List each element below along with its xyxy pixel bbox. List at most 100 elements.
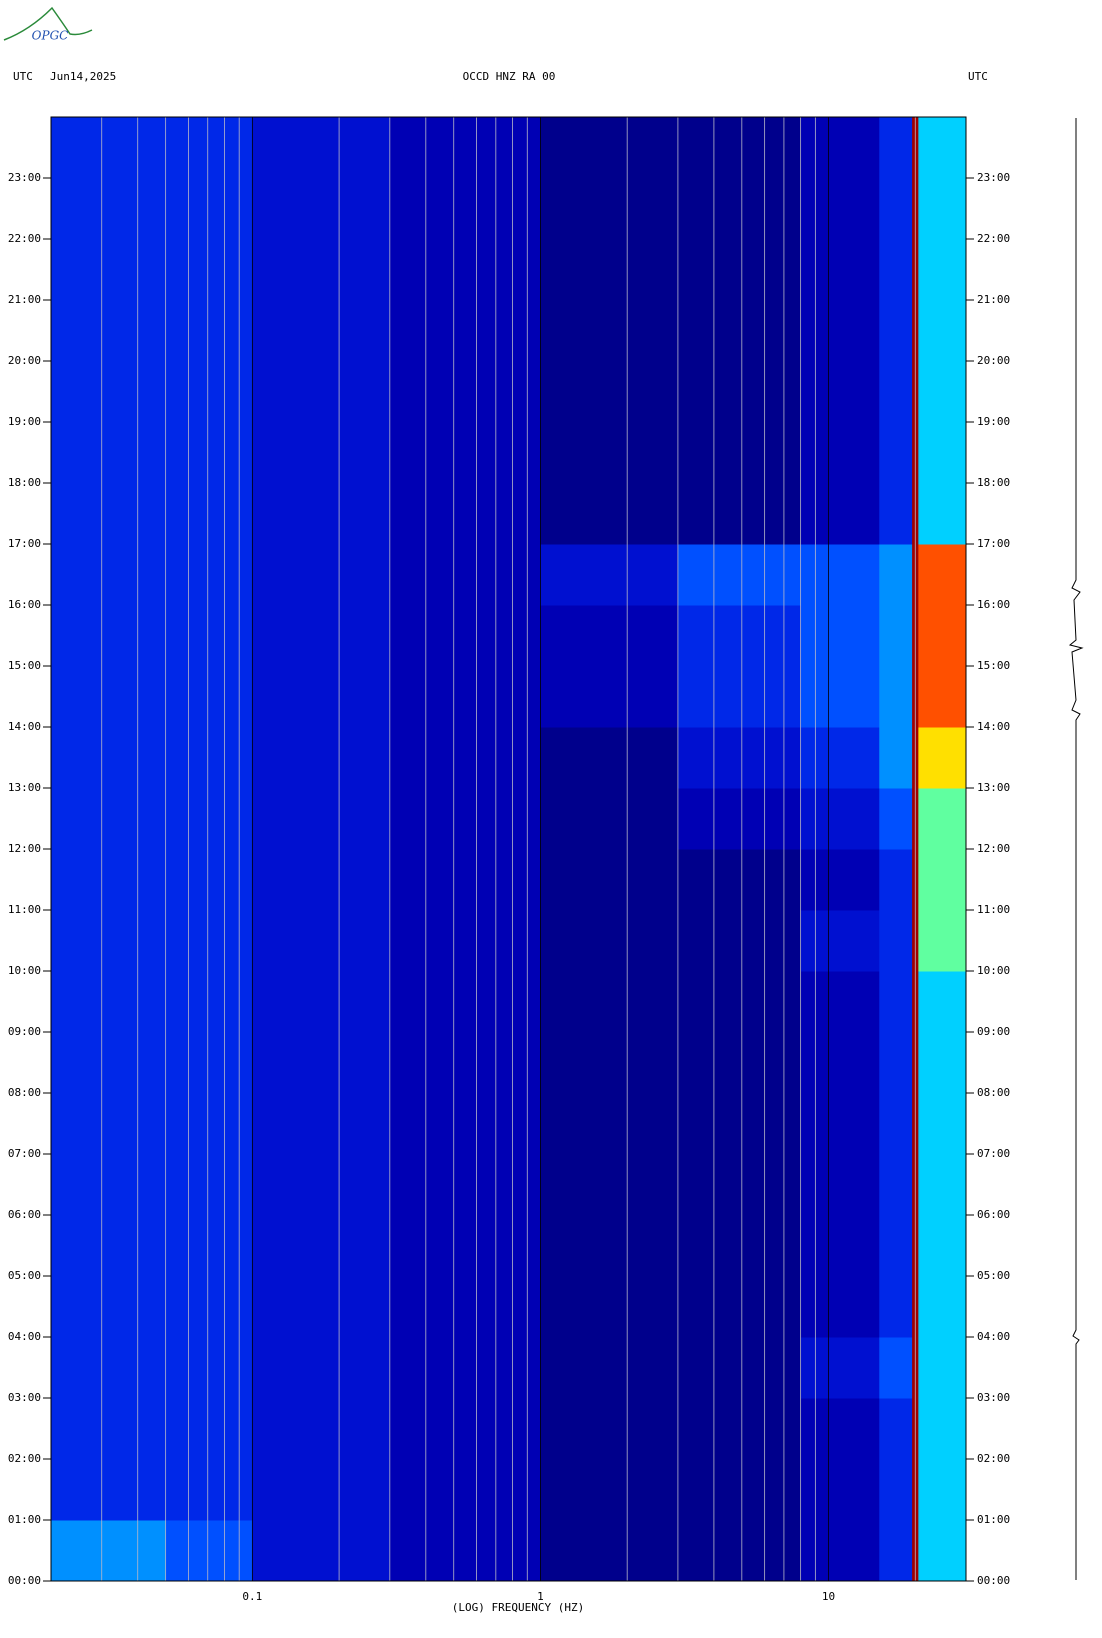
heat-cell bbox=[540, 727, 679, 789]
heat-cell bbox=[540, 910, 679, 972]
y-tick-label-left: 01:00 bbox=[8, 1513, 41, 1526]
heat-cell bbox=[389, 971, 541, 1033]
heat-cell bbox=[389, 1398, 541, 1460]
heat-cell bbox=[540, 1398, 679, 1460]
y-tick-label-left: 02:00 bbox=[8, 1452, 41, 1465]
heat-cell bbox=[252, 300, 391, 362]
header-right: UTC bbox=[968, 70, 988, 83]
x-tick-label: 1 bbox=[537, 1590, 544, 1603]
heat-cell bbox=[252, 239, 391, 301]
chart-title: OCCD HNZ RA 00 bbox=[463, 70, 556, 83]
y-tick-label-left: 17:00 bbox=[8, 537, 41, 550]
heat-cell bbox=[51, 300, 167, 362]
heat-cell bbox=[677, 178, 802, 240]
heat-cell bbox=[677, 1459, 802, 1521]
heat-cell bbox=[918, 1337, 967, 1399]
heat-cell bbox=[918, 1032, 967, 1094]
heat-cell bbox=[389, 1337, 541, 1399]
heat-cell bbox=[389, 1154, 541, 1216]
heat-cell bbox=[389, 117, 541, 179]
y-tick-label-right: 04:00 bbox=[977, 1330, 1010, 1343]
heat-cell bbox=[800, 361, 880, 423]
heat-cell bbox=[918, 1520, 967, 1582]
heat-cell bbox=[800, 1215, 880, 1277]
heat-cell bbox=[165, 1520, 253, 1582]
heat-cell bbox=[389, 1215, 541, 1277]
y-tick-label-left: 23:00 bbox=[8, 171, 41, 184]
heat-cell bbox=[540, 239, 679, 301]
heat-cell bbox=[51, 178, 167, 240]
heat-cell bbox=[677, 300, 802, 362]
heat-cell bbox=[540, 117, 679, 179]
heat-cell bbox=[51, 910, 167, 972]
heat-cell bbox=[540, 544, 679, 606]
x-tick-label: 10 bbox=[822, 1590, 835, 1603]
heat-cell bbox=[918, 544, 967, 606]
y-tick-label-right: 08:00 bbox=[977, 1086, 1010, 1099]
heat-cell bbox=[165, 1093, 253, 1155]
date: Jun14,2025 bbox=[50, 70, 116, 83]
heat-cell bbox=[51, 971, 167, 1033]
heat-cell bbox=[800, 1398, 880, 1460]
heat-cell bbox=[51, 1215, 167, 1277]
y-tick-label-right: 21:00 bbox=[977, 293, 1010, 306]
heat-cell bbox=[677, 666, 802, 728]
heat-cell bbox=[800, 300, 880, 362]
y-tick-label-right: 09:00 bbox=[977, 1025, 1010, 1038]
heat-cell bbox=[252, 910, 391, 972]
heat-cell bbox=[252, 1215, 391, 1277]
heat-cell bbox=[677, 605, 802, 667]
heat-cell bbox=[879, 1093, 913, 1155]
y-tick-label-left: 12:00 bbox=[8, 842, 41, 855]
heat-cell bbox=[252, 1154, 391, 1216]
heat-cell bbox=[540, 1337, 679, 1399]
heat-cell bbox=[165, 1032, 253, 1094]
heat-cell bbox=[389, 1459, 541, 1521]
heat-cell bbox=[918, 178, 967, 240]
heat-cell bbox=[800, 605, 880, 667]
heat-cell bbox=[51, 1032, 167, 1094]
heat-cell bbox=[879, 849, 913, 911]
heat-cell bbox=[800, 178, 880, 240]
heat-cell bbox=[918, 361, 967, 423]
heat-cell bbox=[879, 971, 913, 1033]
heat-cell bbox=[879, 1520, 913, 1582]
heat-cell bbox=[252, 1520, 391, 1582]
heat-cell bbox=[51, 1154, 167, 1216]
heat-cell bbox=[51, 849, 167, 911]
heat-cell bbox=[389, 727, 541, 789]
heat-cell bbox=[540, 1032, 679, 1094]
heat-cell bbox=[165, 300, 253, 362]
heat-cell bbox=[879, 788, 913, 850]
x-axis-label: (LOG) FREQUENCY (HZ) bbox=[452, 1601, 584, 1614]
heat-cell bbox=[918, 1459, 967, 1521]
heat-cell bbox=[389, 1032, 541, 1094]
y-tick-label-left: 16:00 bbox=[8, 598, 41, 611]
heat-cell bbox=[918, 1215, 967, 1277]
y-tick-label-left: 13:00 bbox=[8, 781, 41, 794]
heat-cell bbox=[677, 910, 802, 972]
heat-cell bbox=[51, 1398, 167, 1460]
heat-cell bbox=[800, 788, 880, 850]
y-tick-label-right: 23:00 bbox=[977, 171, 1010, 184]
heat-cell bbox=[252, 971, 391, 1033]
heat-cell bbox=[540, 1459, 679, 1521]
y-tick-label-left: 21:00 bbox=[8, 293, 41, 306]
y-tick-label-right: 18:00 bbox=[977, 476, 1010, 489]
heat-cell bbox=[800, 1276, 880, 1338]
heat-cell bbox=[540, 788, 679, 850]
heat-cell bbox=[879, 178, 913, 240]
heat-cell bbox=[252, 1093, 391, 1155]
y-tick-label-right: 10:00 bbox=[977, 964, 1010, 977]
heat-cell bbox=[677, 117, 802, 179]
heat-cell bbox=[918, 788, 967, 850]
heat-cell bbox=[252, 1398, 391, 1460]
heat-cell bbox=[918, 727, 967, 789]
heat-cell bbox=[165, 422, 253, 484]
y-tick-label-right: 13:00 bbox=[977, 781, 1010, 794]
heat-cell bbox=[389, 544, 541, 606]
y-tick-label-right: 07:00 bbox=[977, 1147, 1010, 1160]
y-tick-label-right: 03:00 bbox=[977, 1391, 1010, 1404]
heat-cell bbox=[677, 544, 802, 606]
heat-cell bbox=[540, 483, 679, 545]
